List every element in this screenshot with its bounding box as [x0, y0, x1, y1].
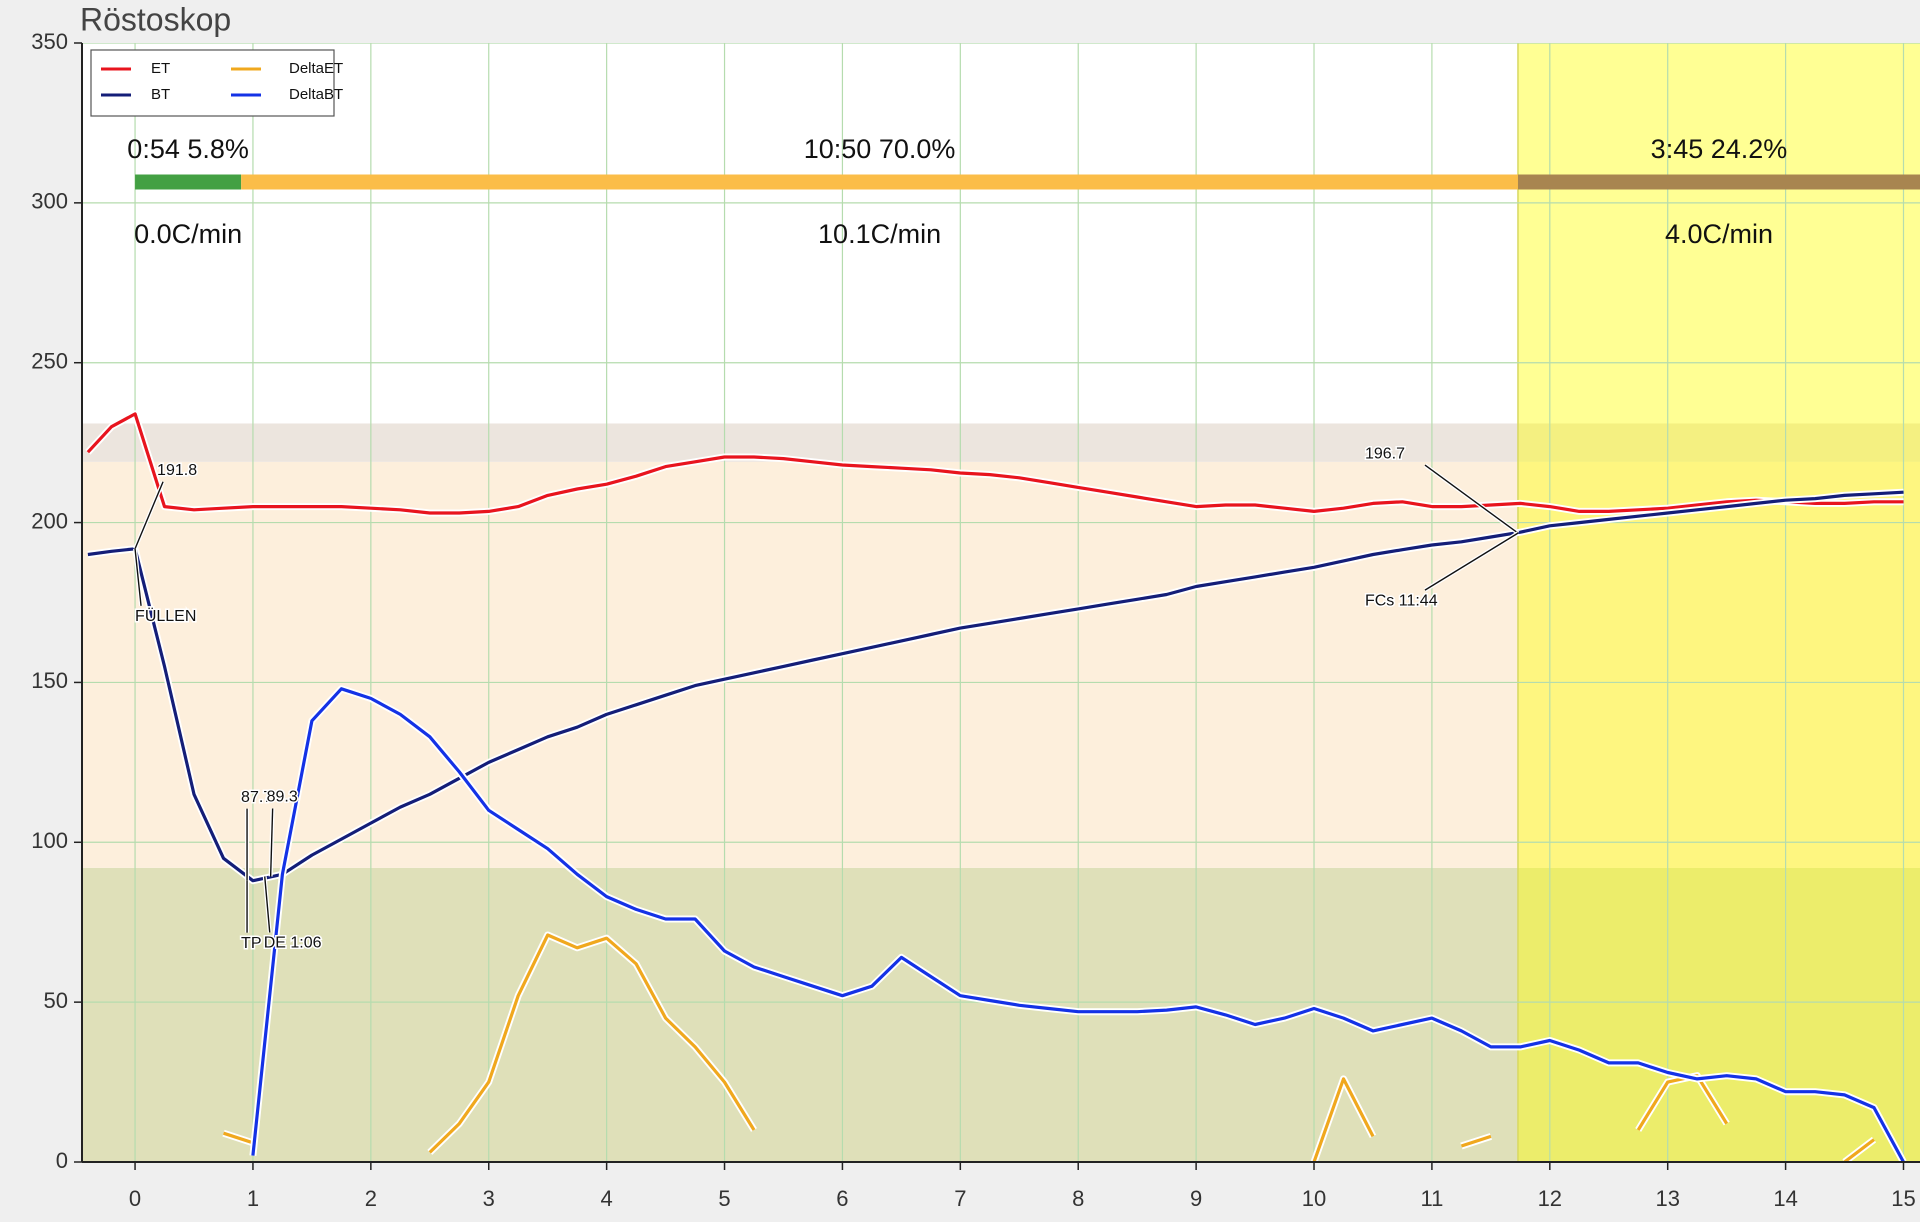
x-tick-label: 15 [1891, 1186, 1915, 1211]
x-tick-label: 2 [365, 1186, 377, 1211]
zone [82, 867, 1920, 1162]
y-tick-label: 250 [31, 349, 68, 374]
x-tick-label: 8 [1072, 1186, 1084, 1211]
x-tick-label: 9 [1190, 1186, 1202, 1211]
y-tick-label: 50 [44, 988, 68, 1013]
x-tick-label: 6 [836, 1186, 848, 1211]
y-tick-label: 0 [56, 1148, 68, 1173]
annotation-label: TP [241, 935, 261, 952]
annotation-leader [269, 808, 274, 877]
annotation-leader [134, 481, 164, 550]
phase-label: 0:54 5.8% [127, 134, 249, 164]
x-tick-label: 3 [483, 1186, 495, 1211]
annotation-label: 89.3 [267, 789, 298, 806]
legend: ET BT DeltaET DeltaBT [90, 49, 343, 117]
x-tick-label: 0 [129, 1186, 141, 1211]
lines [85, 410, 1907, 1162]
x-tick-label: 7 [954, 1186, 966, 1211]
phase-rate: 4.0C/min [1665, 219, 1773, 249]
plot-background [82, 43, 1920, 1162]
series-line [86, 412, 1904, 515]
series-line [251, 687, 1905, 1162]
x-tick-label: 14 [1773, 1186, 1797, 1211]
x-tick-label: 12 [1538, 1186, 1562, 1211]
y-tick-label: 200 [31, 508, 68, 533]
annotation-leader [264, 876, 271, 933]
chart-title: Röstoskop [80, 1, 231, 37]
phase-bar [1517, 174, 1920, 190]
zone [82, 461, 1920, 868]
legend-label: ET [151, 60, 170, 77]
overlay: 0:54 5.8% 0.0C/min 10:50 70.0% 10.1C/min 3:4… [127, 134, 1920, 953]
y-tick-label: 150 [31, 668, 68, 693]
annotation-leader [134, 548, 142, 606]
phase-bar [135, 174, 242, 190]
x-tick-label: 11 [1420, 1186, 1443, 1211]
x-tick-label: 10 [1302, 1186, 1326, 1211]
phase-rate: 0.0C/min [134, 219, 242, 249]
y-tick-label: 100 [31, 828, 68, 853]
phase-bar [241, 174, 1518, 190]
annotation-leader [1424, 532, 1519, 591]
annotation-label: 87.7 [241, 789, 272, 806]
x-tick-label: 4 [601, 1186, 613, 1211]
annotation-label: 196.7 [1365, 445, 1405, 462]
x-tick-label: 13 [1655, 1186, 1679, 1211]
annotation-label: 191.8 [157, 462, 197, 479]
highlight-region [1517, 43, 1920, 1162]
series-line [87, 490, 1904, 883]
phase-rate: 10.1C/min [818, 219, 941, 249]
phase-label: 3:45 24.2% [1651, 134, 1788, 164]
series-line [223, 933, 1875, 1162]
y-tick-label: 300 [31, 189, 68, 214]
annotation-label: FCs 11:44 [1365, 592, 1438, 609]
x-tick-label: 5 [718, 1186, 730, 1211]
annotation-label: FÜLLEN [135, 607, 196, 625]
legend-label: DeltaET [289, 60, 343, 77]
legend-label: BT [151, 86, 170, 103]
y-tick-label: 350 [31, 29, 68, 54]
phase-label: 10:50 70.0% [804, 134, 956, 164]
x-tick-label: 1 [247, 1186, 259, 1211]
legend-box [90, 49, 335, 117]
annotation-leader [1424, 464, 1519, 534]
annotation-label: DE 1:06 [264, 935, 322, 952]
legend-label: DeltaBT [289, 86, 343, 103]
zone [82, 423, 1920, 462]
